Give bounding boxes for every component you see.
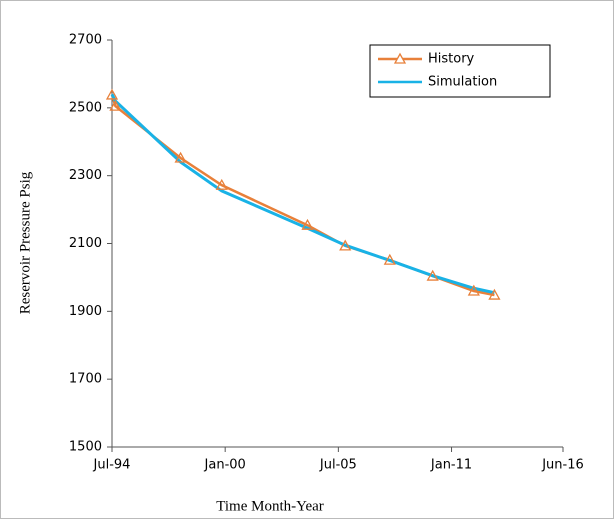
legend-label: History [428, 52, 475, 67]
legend-marker [393, 52, 407, 64]
marker [109, 99, 122, 111]
x-tick-label: Jan-00 [204, 458, 246, 473]
series-line [110, 93, 495, 295]
legend-label: Simulation [428, 75, 497, 90]
y-tick-label: 1700 [69, 372, 102, 387]
y-axis-label: Reservoir Pressure Psig [17, 171, 33, 314]
marker [383, 253, 396, 265]
marker [174, 151, 187, 163]
marker [339, 239, 352, 251]
x-tick-label: Jul-05 [319, 458, 357, 473]
x-tick-label: Jul-94 [93, 458, 131, 473]
marker [426, 269, 439, 281]
marker [215, 178, 228, 190]
y-tick-label: 2500 [69, 100, 102, 115]
marker [467, 284, 480, 296]
x-tick-label: Jun-16 [541, 458, 584, 473]
y-tick-label: 2100 [69, 236, 102, 251]
x-axis-label: Time Month-Year [216, 498, 324, 514]
y-tick-label: 2700 [69, 33, 102, 48]
marker [105, 88, 119, 100]
x-tick-label: Jan-11 [430, 458, 472, 473]
y-tick-label: 1500 [69, 440, 102, 455]
marker [488, 288, 501, 300]
y-tick-label: 2300 [69, 168, 102, 183]
marker [301, 218, 314, 230]
y-tick-label: 1900 [69, 304, 102, 319]
